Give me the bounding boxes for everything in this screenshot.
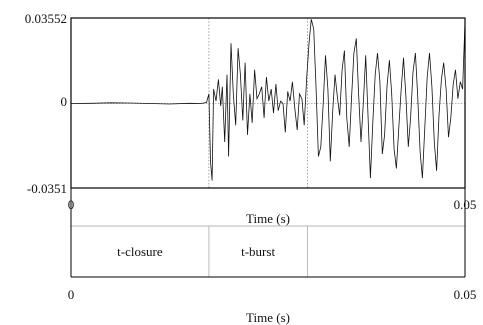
- interval-label-closure: t-closure: [117, 244, 163, 259]
- textgrid-x-start-label: 0: [68, 287, 75, 302]
- waveform-x-end-label: 0.05: [454, 197, 477, 212]
- textgrid-x-end-label: 0.05: [454, 287, 477, 302]
- interval-label-burst: t-burst: [241, 244, 275, 259]
- y-max-label: 0.03552: [25, 11, 67, 26]
- waveform-x-start-label: 0: [68, 197, 75, 212]
- waveform-series-line: [70, 19, 466, 181]
- textgrid-panel: 0 0.05 Time (s) t-closure t-burst 0 0.05…: [68, 188, 477, 325]
- waveform-panel: 0.03552 0 -0.0351: [25, 11, 466, 196]
- y-zero-label: 0: [61, 94, 68, 109]
- waveform-x-axis-title: Time (s): [246, 211, 290, 226]
- textgrid-x-axis-title: Time (s): [246, 310, 290, 325]
- y-min-label: -0.0351: [27, 181, 67, 196]
- waveform-frame: [70, 17, 466, 189]
